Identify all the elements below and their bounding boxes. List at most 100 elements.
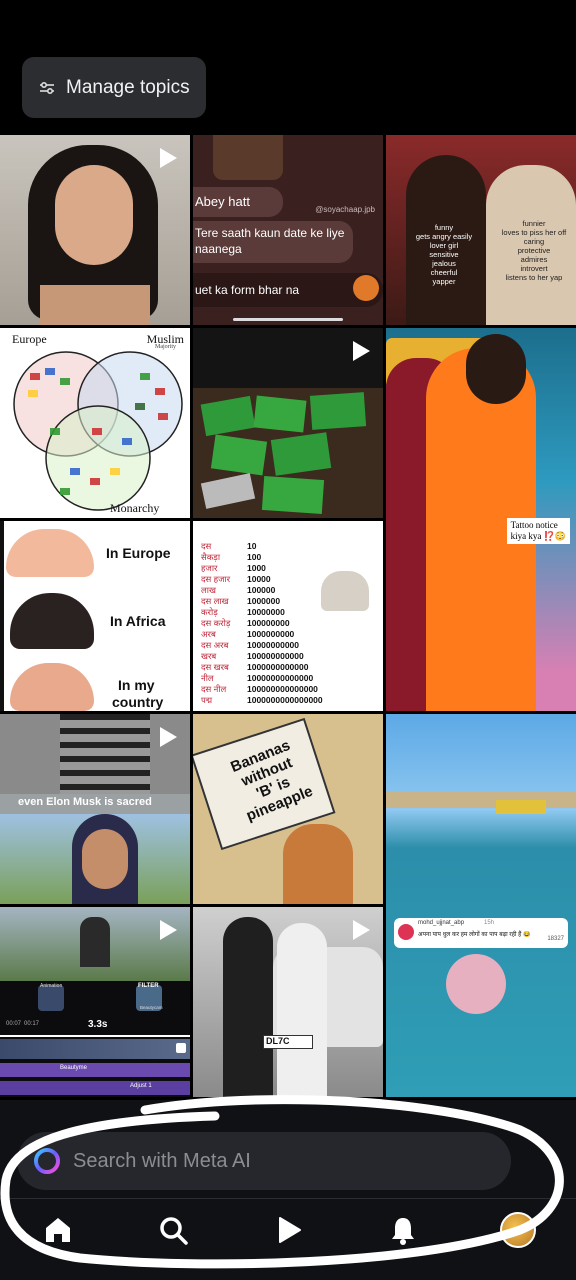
editor-timer: 3.3s xyxy=(88,1019,108,1030)
chat-message-1: Abey hatt xyxy=(195,194,250,209)
number-row: नील 10000000000000 xyxy=(201,673,351,684)
number-value: 10000000000000 xyxy=(247,673,314,683)
nav-notifications[interactable] xyxy=(383,1210,423,1250)
venn-diagram xyxy=(13,351,183,511)
editor-label-animation: Animation xyxy=(40,983,63,989)
tile-arm-meme[interactable]: In Europe In Africa In my country xyxy=(0,521,190,711)
editor-time-b: 00:17 xyxy=(24,1021,40,1027)
video-play-icon xyxy=(353,920,370,940)
search-input[interactable] xyxy=(73,1149,473,1173)
video-play-icon xyxy=(160,920,177,940)
number-table: दस 10 सैकड़ा 100 हजार 1000 दस हजार 10000 लाख 1000… xyxy=(201,541,351,706)
comment-user: mohd_ujjnat_abp xyxy=(418,920,465,926)
tile-elon-musk[interactable]: even Elon Musk is sacred xyxy=(0,714,190,904)
manage-topics-button[interactable]: Manage topics xyxy=(22,57,206,118)
number-row: दस खरब 1000000000000 xyxy=(201,662,351,673)
comment-time: 15h xyxy=(484,920,495,926)
number-value: 100000000000 xyxy=(247,651,304,661)
manage-topics-label: Manage topics xyxy=(66,76,190,98)
editor-label-beautycam: Beautycam xyxy=(140,1005,163,1010)
number-row: अरब 1000000000 xyxy=(201,629,351,640)
number-row: हजार 1000 xyxy=(201,563,351,574)
venn-label-majority: Majority xyxy=(155,344,176,350)
home-icon xyxy=(46,1218,70,1242)
number-value: 100 xyxy=(247,552,262,562)
editor-track-b: Adjust 1 xyxy=(130,1083,152,1089)
nav-profile[interactable] xyxy=(498,1210,538,1250)
comment-text: अपना पाप धुल कर हम लोगों का पाप बढ़ा रही… xyxy=(418,932,531,938)
reels-icon xyxy=(279,1217,301,1243)
tile-river-bath[interactable]: mohd_ujjnat_abp 15h अपना पाप धुल कर हम ल… xyxy=(386,714,576,1097)
comment-card: mohd_ujjnat_abp 15h अपना पाप धुल कर हम ल… xyxy=(394,918,568,948)
number-value: 1000000 xyxy=(247,596,281,606)
comment-likes: 18327 xyxy=(547,936,564,942)
explore-grid: @soyachaap.jpb Abey hatt Tere saath kaun… xyxy=(0,135,576,1100)
number-hindi: दस नील xyxy=(201,684,227,694)
tile-orange-dress[interactable]: Tattoo notice kiya kya ⁉️😳 xyxy=(386,328,576,711)
number-row: दस नील 100000000000000 xyxy=(201,684,351,695)
traits-left: funny gets angry easily lover girl sensiti… xyxy=(415,223,473,286)
number-hindi: दस लाख xyxy=(201,596,229,606)
number-row: दस लाख 1000000 xyxy=(201,596,351,607)
number-row: दस अरब 10000000000 xyxy=(201,640,351,651)
profile-avatar xyxy=(500,1212,536,1248)
nav-home[interactable] xyxy=(38,1210,78,1250)
notifications-icon xyxy=(392,1218,414,1245)
number-hindi: दस अरब xyxy=(201,640,229,650)
number-hindi: लाख xyxy=(201,585,216,595)
nav-divider xyxy=(0,1198,576,1199)
number-hindi: दस xyxy=(201,541,212,551)
number-value: 100000000 xyxy=(247,618,290,628)
number-hindi: खरब xyxy=(201,651,217,661)
traits-right: funnier loves to piss her off caring prote… xyxy=(501,219,567,282)
car-plate: DL7C xyxy=(266,1036,290,1046)
number-row: खरब 100000000000 xyxy=(201,651,351,662)
number-row: दस हजार 10000 xyxy=(201,574,351,585)
meta-ai-search-bar[interactable] xyxy=(17,1132,511,1190)
tile-venn-flags[interactable]: Europe Muslim Majority Monarchy xyxy=(0,328,190,518)
tile-couple-traits[interactable]: funny gets angry easily lover girl sensiti… xyxy=(386,135,576,325)
venn-label-muslim: Muslim xyxy=(146,332,184,346)
watermark-text: @soyachaap.jpb xyxy=(315,205,375,214)
chanakya-sketch xyxy=(321,571,369,611)
tile-bananas-meme[interactable]: Bananas without 'B' is pineapple xyxy=(193,714,383,904)
tile-video-editor[interactable]: Animation FILTER Beautycam 00:07 00:17 3… xyxy=(0,907,190,1097)
number-hindi: नील xyxy=(201,673,214,683)
tile-number-names[interactable]: दस 10 सैकड़ा 100 हजार 1000 दस हजार 10000 लाख 1000… xyxy=(193,521,383,711)
tile-chat-meme[interactable]: @soyachaap.jpb Abey hatt Tere saath kaun… xyxy=(193,135,383,325)
elon-caption-text: even Elon Musk is sacred xyxy=(18,796,152,808)
number-hindi: हजार xyxy=(201,563,218,573)
number-hindi: दस खरब xyxy=(201,662,229,672)
nav-search[interactable] xyxy=(153,1210,193,1250)
number-value: 1000000000000 xyxy=(247,662,309,672)
bottom-navigation xyxy=(0,1200,576,1260)
sliders-icon xyxy=(40,81,54,94)
label-in-africa: In Africa xyxy=(110,613,166,629)
editor-time-a: 00:07 xyxy=(6,1021,22,1027)
venn-label-monarchy: Monarchy xyxy=(110,501,160,515)
number-value: 1000000000 xyxy=(247,629,295,639)
elon-caption xyxy=(0,794,190,814)
video-play-icon xyxy=(160,148,177,168)
number-row: पद्म 1000000000000000 xyxy=(201,695,351,706)
number-value: 10000 xyxy=(247,574,271,584)
tile-bru-sachets[interactable] xyxy=(193,328,383,518)
tile-portrait-girl[interactable] xyxy=(0,135,190,325)
edit-icon xyxy=(353,275,379,301)
tattoo-caption: Tattoo notice kiya kya ⁉️😳 xyxy=(506,518,570,544)
number-hindi: अरब xyxy=(201,629,216,639)
number-value: 10000000 xyxy=(247,607,285,617)
label-in-my: In my xyxy=(118,677,155,693)
venn-label-europe: Europe xyxy=(12,332,47,346)
number-row: करोड़ 10000000 xyxy=(201,607,351,618)
number-hindi: करोड़ xyxy=(201,607,218,617)
label-country: country xyxy=(112,694,164,710)
tile-two-men-car[interactable]: DL7C xyxy=(193,907,383,1097)
nav-reels[interactable] xyxy=(268,1210,308,1250)
editor-label-filter: FILTER xyxy=(138,983,159,989)
meta-ai-icon xyxy=(34,1148,60,1174)
chat-input-text: uet ka form bhar na xyxy=(195,283,300,297)
number-value: 10000000000 xyxy=(247,640,300,650)
number-row: लाख 100000 xyxy=(201,585,351,596)
number-value: 1000000000000000 xyxy=(247,695,323,705)
